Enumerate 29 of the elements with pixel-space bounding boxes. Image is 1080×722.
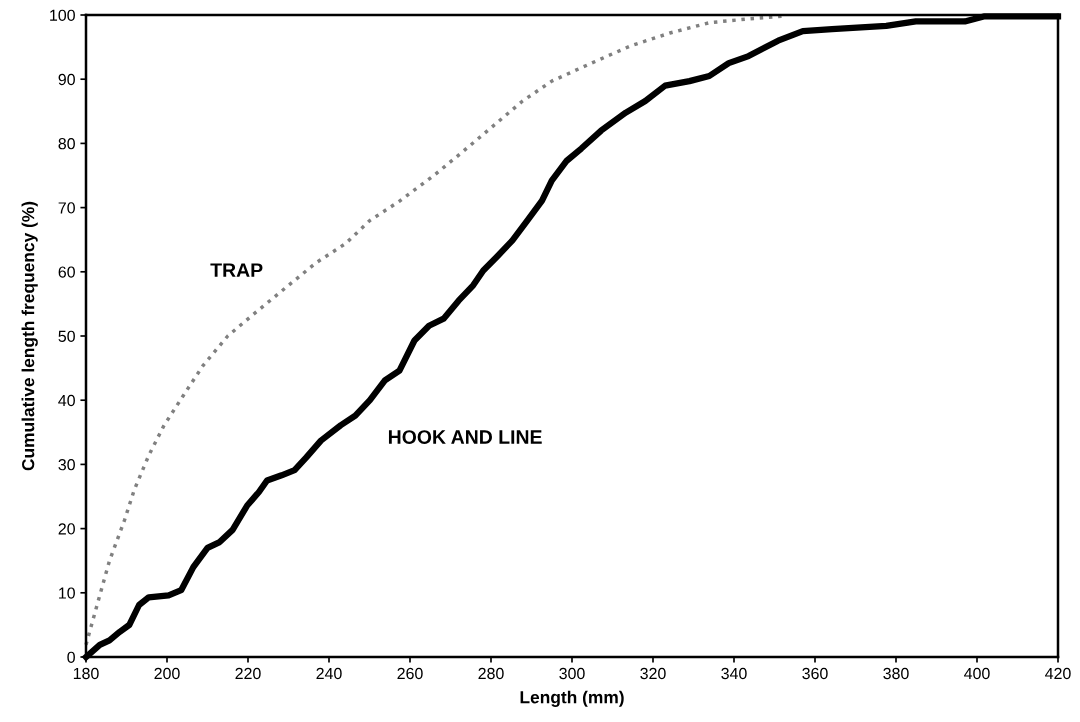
x-tick-label: 320 [640,667,666,680]
y-tick-label: 10 [59,587,75,599]
x-tick-label: 180 [73,667,99,680]
y-tick-label: 0 [67,651,75,663]
x-tick-label: 300 [559,667,585,680]
y-tick-label: 90 [58,73,75,86]
series-label: HOOK AND LINE [388,430,542,444]
x-tick-label: 400 [964,667,990,680]
y-tick-label: 70 [58,202,75,214]
x-tick-label: 380 [883,667,909,680]
y-tick-label: 20 [58,523,75,535]
series-label: TRAP [210,263,263,277]
x-tick-label: 340 [721,667,747,680]
y-tick-label: 40 [58,394,75,407]
y-tick-label: 50 [58,330,75,342]
x-tick-label: 280 [478,667,504,680]
y-tick-label: 100 [50,9,75,21]
x-axis-title: Length (mm) [520,690,624,707]
y-tick-label: 80 [58,138,75,150]
x-tick-label: 220 [235,667,261,680]
line-series [84,14,785,647]
x-tick-label: 420 [1045,667,1071,680]
y-axis-title: Cumulative length frequency (%) [21,201,38,471]
y-tick-label: 60 [58,266,75,278]
x-tick-label: 200 [154,667,180,680]
y-tick-label: 30 [58,459,75,471]
x-tick-label: 360 [802,667,828,680]
x-tick-label: 240 [316,667,342,680]
x-tick-label: 260 [397,667,423,680]
